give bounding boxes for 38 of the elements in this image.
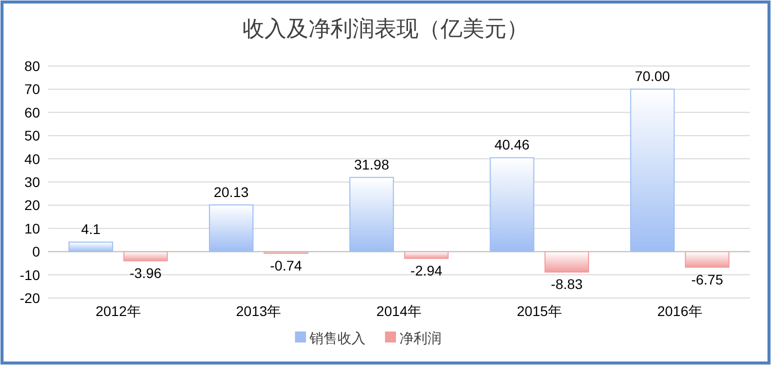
data-label: 70.00	[634, 68, 670, 84]
bar	[490, 157, 534, 252]
data-label: -3.96	[130, 264, 162, 281]
bar	[68, 242, 114, 252]
bar	[544, 251, 590, 273]
data-label: -2.94	[410, 262, 443, 278]
data-label: 40.46	[494, 136, 530, 153]
bar	[123, 251, 168, 262]
chart-title: 收入及净利润表现（亿美元）	[242, 16, 528, 41]
bar	[630, 88, 675, 252]
y-tick-label: 20	[24, 197, 40, 214]
y-tick-label: 80	[24, 58, 40, 74]
data-label: 4.1	[81, 221, 101, 238]
bar	[208, 204, 254, 252]
x-tick-label: 2015年	[516, 303, 562, 319]
y-tick-label: 50	[24, 128, 40, 144]
data-label: 20.13	[214, 184, 249, 200]
x-tick-label: 2013年	[236, 303, 282, 319]
x-tick-label: 2016年	[657, 303, 702, 319]
y-tick-label: -20	[20, 290, 40, 306]
bar	[404, 251, 449, 259]
data-label: -0.74	[270, 257, 302, 274]
y-tick-label: 60	[24, 104, 40, 120]
bar	[349, 176, 394, 252]
y-tick-label: 10	[24, 220, 40, 236]
y-tick-label: 30	[24, 174, 40, 190]
data-label: 31.98	[354, 156, 390, 172]
y-tick-label: -10	[20, 266, 40, 283]
data-label: -8.83	[550, 276, 583, 292]
legend-label: 净利润	[400, 330, 442, 346]
x-tick-label: 2012年	[96, 303, 141, 319]
y-tick-label: 40	[24, 150, 40, 167]
y-tick-label: 70	[24, 81, 40, 98]
data-label: -6.75	[691, 271, 724, 288]
y-tick-label: 0	[32, 244, 40, 260]
legend-label: 销售收入	[308, 330, 366, 346]
bar	[684, 251, 730, 268]
x-tick-label: 2014年	[376, 303, 422, 319]
